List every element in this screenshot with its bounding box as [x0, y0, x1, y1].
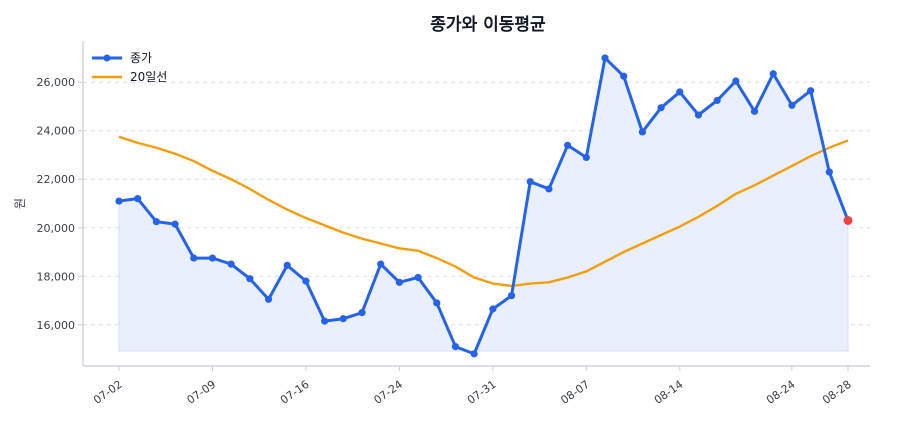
close-point: [395, 278, 403, 286]
close-point: [433, 299, 441, 307]
close-point: [190, 254, 198, 262]
close-point: [638, 128, 646, 136]
close-point: [564, 141, 572, 149]
x-tick-label: 07-02: [91, 378, 125, 407]
close-point: [227, 260, 235, 268]
close-point: [414, 273, 422, 282]
x-tick-label: 08-24: [764, 378, 798, 407]
close-point: [115, 197, 123, 205]
close-point: [451, 342, 460, 351]
y-tick-label: 22,000: [37, 173, 76, 186]
close-point: [657, 104, 665, 112]
close-point: [788, 101, 796, 109]
legend: 종가 20일선: [92, 51, 167, 84]
close-point: [489, 305, 497, 313]
x-tick-label: 07-09: [185, 378, 219, 407]
close-point: [825, 168, 833, 176]
close-point: [377, 260, 385, 268]
y-axis-label: 원: [13, 198, 27, 209]
close-point: [264, 295, 273, 303]
y-tick-label: 26,000: [37, 76, 76, 89]
close-point: [302, 277, 310, 285]
ma20-line: [118, 135, 849, 288]
close-point: [732, 77, 740, 85]
close-point: [601, 54, 609, 62]
x-tick-label: 08-07: [558, 378, 592, 407]
close-point: [171, 220, 179, 228]
close-point: [283, 261, 291, 269]
close-point: [582, 153, 590, 162]
legend-label-close: 종가: [130, 51, 152, 65]
close-point: [507, 292, 516, 300]
close-point: [713, 96, 721, 105]
close-point: [526, 178, 534, 186]
last-close-point: [843, 215, 853, 225]
y-tick-label: 16,000: [37, 319, 76, 332]
x-tick-label: 08-28: [820, 378, 854, 407]
close-point: [470, 350, 478, 358]
legend-marker-close: [103, 54, 111, 62]
x-tick-label: 08-14: [652, 378, 686, 407]
close-point: [358, 309, 366, 317]
close-point: [208, 254, 217, 262]
close-point: [620, 72, 628, 80]
close-point: [134, 195, 142, 203]
close-price-line: [118, 56, 850, 356]
legend-label-ma20: 20일선: [130, 70, 167, 84]
x-tick-label: 07-24: [371, 378, 405, 407]
chart-title: 종가와 이동평균: [430, 15, 546, 35]
close-point: [769, 70, 777, 78]
close-point: [807, 87, 815, 95]
x-tick-label: 07-16: [278, 378, 312, 407]
close-point: [694, 111, 703, 119]
close-point: [152, 218, 160, 226]
close-point: [339, 315, 347, 323]
x-tick-label: 07-31: [465, 378, 499, 407]
y-tick-label: 18,000: [37, 270, 76, 283]
series-layer: [115, 54, 853, 358]
close-point: [545, 185, 553, 193]
close-point: [321, 317, 329, 325]
close-point: [246, 275, 254, 283]
close-price-area: [118, 56, 849, 355]
close-point: [676, 88, 684, 96]
y-tick-label: 24,000: [37, 125, 76, 138]
y-tick-label: 20,000: [37, 222, 76, 235]
close-point: [750, 107, 759, 115]
